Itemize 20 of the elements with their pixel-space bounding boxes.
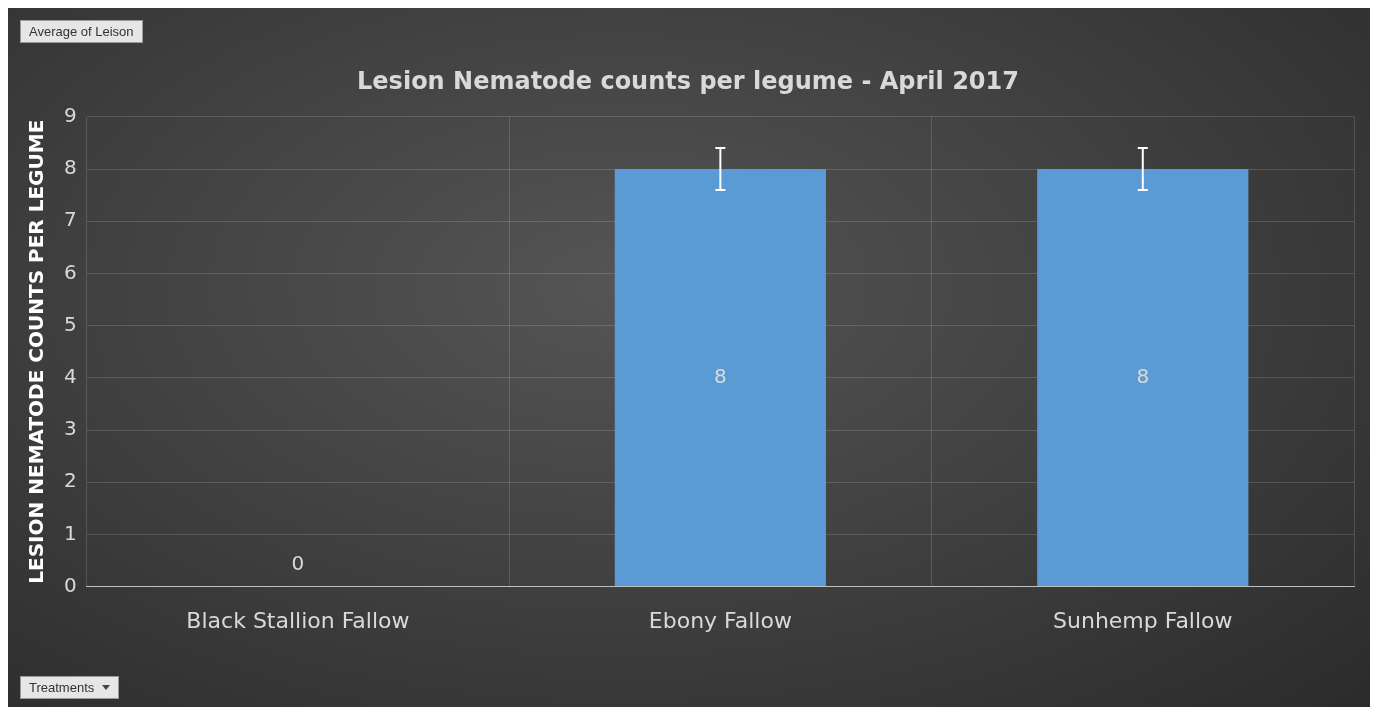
chart-title: Lesion Nematode counts per legume - April 2017 [357,66,1019,95]
data-label: 0 [291,550,305,575]
y-tick-label: 6 [63,259,77,284]
y-axis-title: LESION NEMATODE COUNTS PER LEGUME [24,119,49,584]
y-tick-label: 7 [63,207,77,232]
data-label: 8 [1136,364,1150,388]
y-tick-label: 5 [63,311,77,336]
y-tick-label: 0 [63,572,77,597]
data-label: 8 [714,364,727,388]
x-tick-label: Black Stallion Fallow [186,607,410,633]
text: Average of Leison [20,20,143,43]
x-tick-label: Ebony Fallow [648,607,792,633]
y-tick-label: 8 [63,155,77,180]
y-tick-label: 1 [63,520,77,545]
x-tick-label: Sunhemp Fallow [1053,607,1233,633]
text: Treatments [29,680,95,695]
y-tick-label: 3 [63,416,77,441]
y-tick-label: 9 [63,103,77,127]
y-tick-label: 2 [63,468,77,493]
y-tick-label: 4 [63,364,77,388]
